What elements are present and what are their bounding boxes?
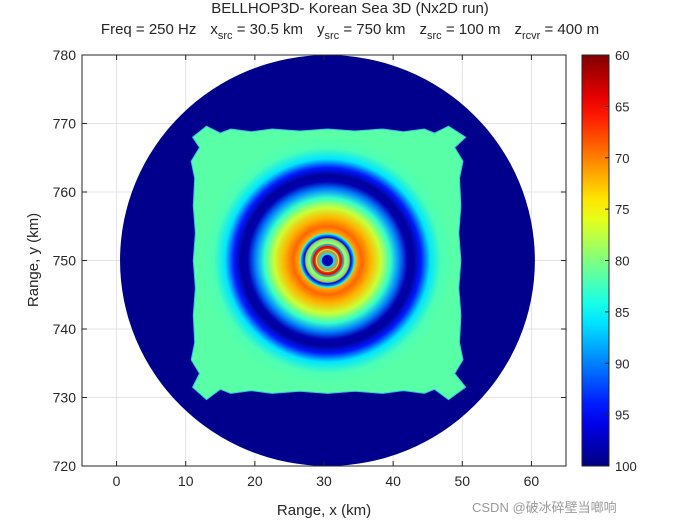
ysrc-symbol: y <box>317 21 325 38</box>
convergence-ring <box>299 233 356 288</box>
zsrc-subscript: src <box>426 30 442 42</box>
x-axis-label: Range, x (km) <box>277 502 371 519</box>
x-tick-label: 30 <box>316 473 332 489</box>
subtitle-zsrc: zsrc = 100 m <box>419 21 501 42</box>
convergence-ring <box>305 238 350 283</box>
subtitle-ysrc: ysrc = 750 km <box>317 21 406 42</box>
ysrc-subscript: src <box>324 30 340 42</box>
y-tick-label: 750 <box>53 253 77 269</box>
zrcvr-symbol: z <box>514 21 522 38</box>
convergence-ring <box>310 244 344 277</box>
xsrc-value: = 30.5 km <box>236 21 304 38</box>
x-tick-label: 50 <box>454 473 470 489</box>
xsrc-subscript: src <box>217 30 233 42</box>
subtitle-freq: Freq = 250 Hz <box>100 21 197 38</box>
x-tick-label: 40 <box>385 473 401 489</box>
y-tick-label: 720 <box>53 458 77 474</box>
colorbar-tick-label: 95 <box>615 408 629 423</box>
y-tick-label: 730 <box>53 390 77 406</box>
colorbar-tick-label: 75 <box>615 202 629 217</box>
colorbar-tick-label: 85 <box>615 305 629 320</box>
colorbar-tick-label: 65 <box>615 99 629 114</box>
zsrc-symbol: z <box>419 21 427 38</box>
chart-title: BELLHOP3D- Korean Sea 3D (Nx2D run) <box>211 0 489 17</box>
y-tick-label: 770 <box>53 116 77 132</box>
x-tick-label: 20 <box>247 473 263 489</box>
zrcvr-value: = 400 m <box>544 21 600 38</box>
colorbar-tick-label: 70 <box>615 151 629 166</box>
xsrc-symbol: x <box>210 21 218 38</box>
y-tick-label: 760 <box>53 184 77 200</box>
zrcvr-subscript: rcvr <box>521 30 541 42</box>
colorbar-tick-label: 100 <box>615 459 637 474</box>
transmission-loss-field <box>120 55 535 466</box>
y-axis-label: Range, y (km) <box>25 213 42 307</box>
y-tick-label: 780 <box>53 47 77 63</box>
watermark: CSDN @破冰碎壁当啷响 <box>472 500 617 515</box>
chart-subtitle: Freq = 250 Hz xsrc = 30.5 km ysrc = 750 km… <box>0 21 700 42</box>
axes-layer: 0 10 20 30 40 50 60 720 730 740 750 760 770 780 <box>53 47 567 489</box>
y-tick-label: 740 <box>53 321 77 337</box>
colorbar-tick-label: 80 <box>615 254 629 269</box>
source-marker <box>321 255 333 266</box>
subtitle-xsrc: xsrc = 30.5 km <box>210 21 304 42</box>
ysrc-value: = 750 km <box>343 21 406 38</box>
x-tick-label: 0 <box>113 473 121 489</box>
x-tick-label: 60 <box>524 473 540 489</box>
colorbar-bar <box>581 54 610 467</box>
zsrc-value: = 100 m <box>445 21 501 38</box>
colorbar-tick-label: 90 <box>615 356 629 371</box>
x-tick-label: 10 <box>178 473 194 489</box>
convergence-ring <box>315 248 340 273</box>
colorbar-tick-label: 60 <box>615 48 629 63</box>
colorbar: 60 65 70 75 80 85 90 95 100 <box>581 48 637 474</box>
subtitle-zrcvr: zrcvr = 400 m <box>514 21 600 42</box>
